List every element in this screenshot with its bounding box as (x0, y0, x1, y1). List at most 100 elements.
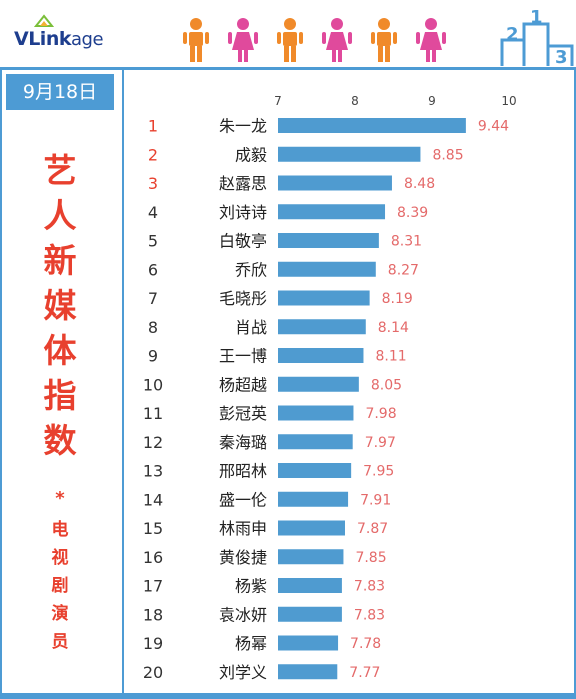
rank-number: 5 (148, 232, 158, 251)
score-value-label: 7.83 (354, 607, 385, 623)
vertical-title: 艺 人 新 媒 体 指 数 (38, 148, 82, 463)
title-char: 媒 (43, 286, 77, 325)
header-divider (0, 67, 576, 70)
rank-number: 11 (143, 404, 163, 423)
artist-name: 袁冰妍 (219, 605, 267, 624)
artist-name: 肖战 (235, 318, 267, 337)
artist-name: 盛一伦 (219, 490, 267, 509)
score-bar (278, 175, 392, 191)
logo-suffix: age (71, 29, 104, 50)
vertical-subtitle: 电 视 剧 演 员 (38, 516, 82, 656)
leg-shape (238, 50, 242, 62)
arm-shape (277, 32, 281, 44)
subtitle-char: 演 (51, 604, 69, 624)
score-value-label: 8.14 (378, 320, 409, 336)
score-bar (278, 348, 364, 363)
artist-name: 林雨申 (219, 519, 267, 538)
score-bar (278, 376, 359, 392)
subtitle-char: 剧 (51, 576, 69, 596)
rank-number: 16 (143, 548, 163, 567)
rank-number: 2 (148, 145, 158, 164)
score-value-label: 8.05 (371, 377, 402, 393)
left-border (0, 70, 2, 699)
leg-shape (338, 50, 342, 62)
leg-shape (284, 46, 289, 62)
x-tick-label: 10 (501, 94, 516, 108)
artist-name: 邢昭林 (219, 462, 267, 481)
rank-number: 3 (148, 174, 158, 193)
rank-number: 17 (143, 577, 163, 596)
title-char: 人 (43, 196, 77, 235)
score-value-label: 7.98 (365, 406, 396, 422)
people-icons-row (183, 18, 446, 62)
leg-shape (332, 50, 336, 62)
artist-name: 黄俊捷 (219, 548, 267, 567)
rank-number: 14 (143, 490, 163, 509)
title-char: 新 (43, 241, 77, 280)
score-bar (278, 405, 354, 421)
score-value-label: 8.19 (382, 291, 413, 307)
rank-number: 20 (143, 663, 163, 682)
leg-shape (244, 50, 248, 62)
artist-name: 秦海璐 (219, 433, 267, 452)
artist-name: 刘学义 (219, 663, 267, 682)
score-value-label: 8.27 (388, 262, 419, 278)
score-bar (278, 290, 370, 306)
score-value-label: 8.48 (404, 176, 435, 192)
rank-number: 8 (148, 318, 158, 337)
rank-number: 10 (143, 375, 163, 394)
artist-name: 刘诗诗 (219, 203, 267, 222)
arm-shape (393, 32, 397, 44)
podium-number-3: 3 (555, 47, 568, 66)
leg-shape (385, 46, 390, 62)
score-value-label: 8.85 (432, 147, 463, 163)
woman-icon (228, 18, 258, 62)
score-bar (278, 146, 421, 162)
head-shape (190, 18, 202, 30)
arm-shape (183, 32, 187, 44)
score-bar (278, 549, 344, 565)
score-bar (278, 233, 379, 248)
score-value-label: 7.87 (357, 521, 388, 537)
leg-shape (190, 46, 195, 62)
artist-name: 白敬亭 (219, 232, 267, 251)
artist-name: 杨幂 (235, 634, 267, 653)
score-value-label: 8.11 (375, 349, 406, 365)
score-bar (278, 635, 339, 651)
subtitle-char: 员 (51, 632, 69, 652)
score-bar (278, 578, 342, 593)
man-icon (277, 18, 303, 62)
artist-name: 成毅 (235, 145, 267, 164)
score-bar (278, 118, 466, 133)
head-shape (237, 18, 249, 30)
arm-shape (322, 32, 326, 44)
rank-number: 6 (148, 260, 158, 279)
score-bar (278, 491, 349, 507)
score-value-label: 8.39 (397, 205, 428, 221)
head-shape (331, 18, 343, 30)
date-badge: 9月18日 (6, 74, 114, 110)
score-value-label: 9.44 (478, 119, 509, 135)
artist-name: 朱一龙 (219, 117, 267, 136)
leg-shape (432, 50, 436, 62)
arm-shape (228, 32, 232, 44)
head-shape (378, 18, 390, 30)
woman-icon (322, 18, 352, 62)
torso-shape (283, 32, 297, 46)
rank-number: 7 (148, 289, 158, 308)
score-value-label: 7.83 (354, 579, 385, 595)
torso-shape (189, 32, 203, 46)
score-bar (278, 520, 345, 536)
title-separator: * (55, 488, 65, 509)
x-tick-label: 8 (351, 94, 359, 108)
man-icon (183, 18, 209, 62)
artist-name: 王一博 (219, 347, 267, 366)
podium-icon: 2 1 3 (500, 10, 574, 66)
subtitle-char: 电 (51, 520, 69, 540)
bottom-border (0, 693, 576, 699)
leg-shape (291, 46, 296, 62)
title-char: 体 (43, 331, 77, 370)
artist-name: 乔欣 (235, 260, 267, 279)
head-shape (284, 18, 296, 30)
